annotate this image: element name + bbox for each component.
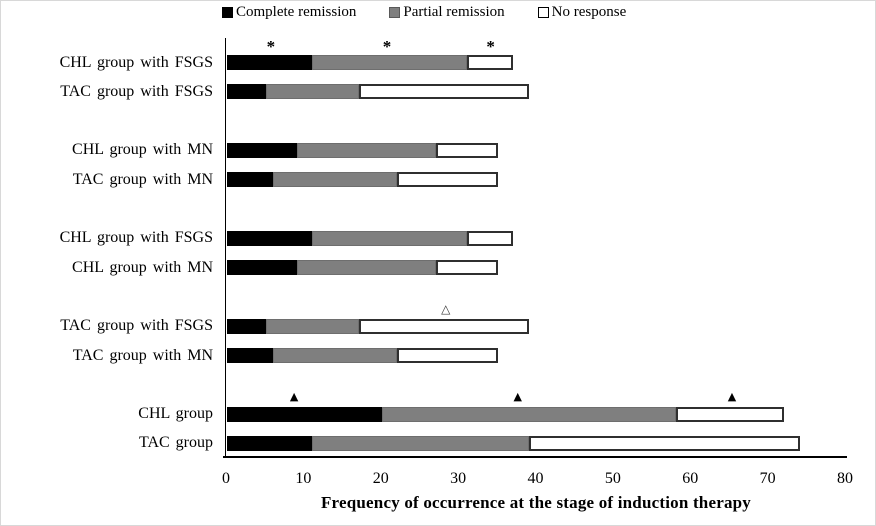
x-tick-label: 70 — [759, 470, 776, 487]
bar-segment-no-response — [435, 142, 498, 158]
bar-segment-partial-remission — [312, 55, 467, 70]
x-tick-label: 20 — [372, 470, 389, 487]
bar-segment-complete-remission — [227, 348, 274, 363]
asterisk-marker-icon: * — [382, 37, 392, 56]
bar-segment-no-response — [675, 406, 785, 422]
legend-item-partial-remission: Partial remission — [389, 4, 505, 21]
bar-segment-complete-remission — [227, 55, 313, 70]
legend-swatch-icon — [222, 7, 233, 18]
bar-segment-complete-remission — [227, 406, 382, 422]
stacked-bar — [227, 406, 785, 422]
category-label: CHL group with MN — [72, 141, 213, 159]
bar-segment-no-response — [435, 260, 498, 276]
x-tick-label: 40 — [527, 470, 544, 487]
bar-segment-partial-remission — [296, 142, 436, 158]
bar-segment-complete-remission — [227, 318, 266, 334]
category-label: CHL group with FSGS — [59, 53, 213, 71]
bar-segment-no-response — [397, 348, 498, 363]
stacked-bar — [227, 142, 498, 158]
bar-segment-partial-remission — [265, 318, 359, 334]
category-label: TAC group with FSGS — [60, 317, 213, 335]
asterisk-marker-icon: * — [266, 37, 276, 56]
category-label: CHL group — [138, 405, 213, 423]
bar-segment-partial-remission — [381, 406, 676, 422]
bar-segment-no-response — [358, 84, 529, 100]
stacked-bar — [227, 84, 529, 100]
category-label: TAC group — [138, 434, 213, 452]
legend-swatch-icon — [389, 7, 401, 18]
x-tick-label: 80 — [837, 470, 853, 487]
bar-segment-partial-remission — [273, 348, 398, 363]
bar-segment-no-response — [528, 435, 800, 451]
stacked-bar — [227, 318, 529, 334]
legend-label: Partial remission — [403, 4, 505, 20]
legend-item-complete-remission: Complete remission — [222, 4, 356, 21]
bar-segment-partial-remission — [273, 172, 398, 188]
asterisk-marker-icon: * — [486, 37, 495, 56]
bar-segment-no-response — [466, 230, 514, 246]
x-tick-label: 0 — [222, 470, 230, 487]
legend-label: Complete remission — [236, 4, 357, 20]
x-tick-label: 10 — [295, 470, 312, 487]
category-label: CHL group with MN — [72, 258, 213, 276]
filled-triangle-marker-icon: ▲ — [289, 389, 299, 403]
bar-segment-no-response — [397, 172, 498, 188]
bar-segment-complete-remission — [227, 435, 313, 451]
category-label: TAC group with MN — [72, 346, 213, 364]
filled-triangle-marker-icon: ▲ — [513, 389, 522, 403]
x-tick-label: 30 — [450, 470, 467, 487]
bar-segment-partial-remission — [265, 84, 359, 100]
bar-segment-complete-remission — [227, 84, 266, 100]
stacked-bar — [227, 435, 800, 451]
bar-segment-partial-remission — [312, 230, 467, 246]
category-label: TAC group with MN — [72, 170, 213, 188]
bar-segment-complete-remission — [227, 172, 274, 188]
chart-legend: Complete remission Partial remission No re… — [222, 4, 626, 21]
bar-segment-complete-remission — [227, 230, 313, 246]
x-tick-label: 50 — [604, 470, 621, 487]
stacked-bar — [227, 348, 498, 363]
stacked-bar — [227, 55, 514, 70]
filled-triangle-marker-icon: ▲ — [727, 389, 737, 403]
bar-segment-partial-remission — [296, 260, 436, 276]
open-triangle-marker-icon: △ — [441, 301, 451, 316]
stacked-bar — [227, 230, 514, 246]
stacked-bar — [227, 260, 498, 276]
bar-segment-no-response — [358, 318, 529, 334]
bar-segment-no-response — [466, 55, 514, 70]
stacked-bar — [227, 172, 498, 188]
bar-segment-complete-remission — [227, 142, 297, 158]
x-tick-label: 60 — [682, 470, 699, 487]
legend-item-no-response: No response — [537, 4, 627, 21]
x-axis-line — [223, 456, 847, 458]
bar-segment-partial-remission — [312, 435, 529, 451]
y-axis-line — [225, 38, 226, 457]
legend-label: No response — [551, 4, 627, 20]
legend-swatch-icon — [537, 7, 549, 18]
category-label: CHL group with FSGS — [59, 229, 213, 247]
category-label: TAC group with FSGS — [60, 82, 213, 100]
x-axis-title: Frequency of occurrence at the stage of … — [320, 493, 752, 512]
bar-segment-complete-remission — [227, 260, 297, 276]
